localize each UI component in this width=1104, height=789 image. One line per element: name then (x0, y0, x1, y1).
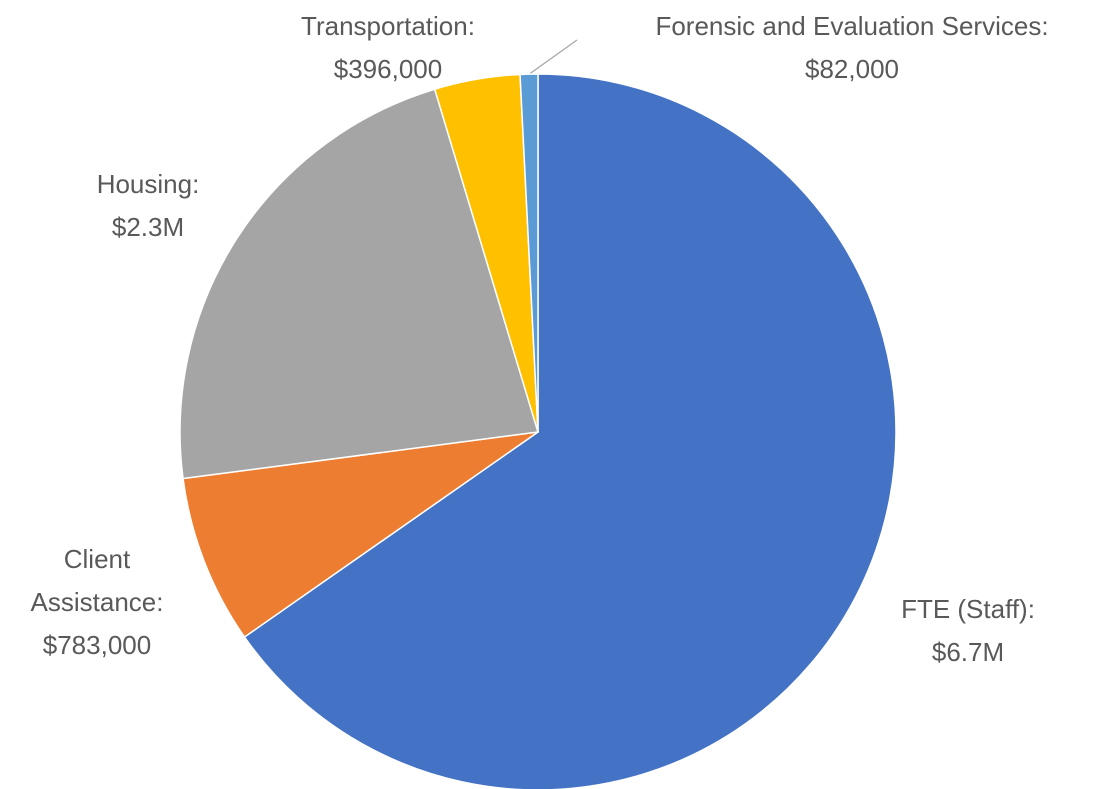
label-value: $2.3M (111, 212, 185, 242)
data-label: Housing: $2.3M (48, 163, 248, 249)
label-value: $6.7M (931, 637, 1005, 667)
pie-slice (179, 88, 539, 480)
data-label: Client Assistance: $783,000 (12, 538, 182, 667)
label-category: FTE (Staff): (901, 594, 1035, 624)
label-category: Client Assistance: (30, 544, 164, 617)
pie-slice (519, 73, 539, 433)
data-label: FTE (Staff): $6.7M (868, 588, 1068, 674)
label-category: Housing: (96, 169, 200, 199)
label-category: Forensic and Evaluation Services: (655, 11, 1049, 41)
pie-slice (243, 73, 897, 789)
label-value: $82,000 (805, 54, 899, 84)
data-label: Transportation: $396,000 (258, 5, 518, 91)
pie-slice (182, 431, 539, 639)
leader-line (527, 39, 578, 76)
label-value: $783,000 (42, 630, 152, 660)
label-category: Transportation: (301, 11, 475, 41)
data-label: Forensic and Evaluation Services: $82,000 (592, 5, 1104, 91)
label-value: $396,000 (333, 54, 443, 84)
